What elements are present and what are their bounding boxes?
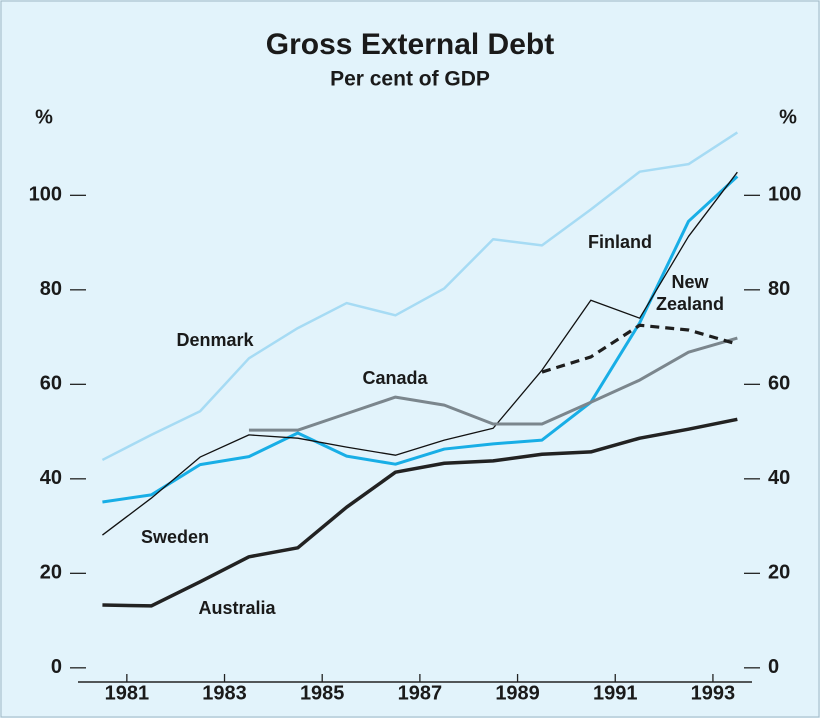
- series-line: [102, 175, 739, 504]
- series-line: [248, 336, 738, 432]
- series-line: [101, 131, 739, 462]
- y-tick-label: 40: [40, 467, 62, 489]
- y-axis-label: %: [35, 106, 53, 128]
- x-tick-label: 1991: [593, 682, 638, 704]
- series-line: [102, 417, 738, 608]
- y2-tick-label: 40: [768, 467, 790, 489]
- x-tick-label: 1993: [691, 682, 736, 704]
- y2-axis-label: %: [779, 106, 797, 128]
- series-label: Australia: [198, 598, 276, 618]
- y2-tick-label: 20: [768, 562, 790, 584]
- series-label: Sweden: [140, 527, 210, 547]
- chart-title: Gross External Debt: [266, 28, 554, 61]
- y2-tick-label: 100: [768, 184, 801, 206]
- x-tick-label: 1989: [495, 682, 540, 704]
- y2-tick-label: 0: [768, 656, 779, 678]
- series-label: Finland: [588, 232, 652, 252]
- y-tick-label: 100: [29, 184, 62, 206]
- y-tick-label: 80: [40, 278, 62, 300]
- y-tick-label: 60: [40, 373, 62, 395]
- x-tick-label: 1987: [398, 682, 443, 704]
- series-line: [541, 323, 738, 374]
- series-line: [102, 171, 738, 536]
- y2-tick-label: 60: [768, 373, 790, 395]
- x-tick-label: 1985: [300, 682, 345, 704]
- x-tick-label: 1983: [202, 682, 247, 704]
- x-tick-label: 1981: [105, 682, 150, 704]
- series-label: Canada: [362, 368, 428, 388]
- y2-tick-label: 80: [768, 278, 790, 300]
- chart-subtitle: Per cent of GDP: [330, 68, 490, 91]
- series-label: New Zealand: [655, 272, 725, 314]
- y-tick-label: 0: [51, 656, 62, 678]
- y-tick-label: 20: [40, 562, 62, 584]
- series-label: Denmark: [176, 330, 254, 350]
